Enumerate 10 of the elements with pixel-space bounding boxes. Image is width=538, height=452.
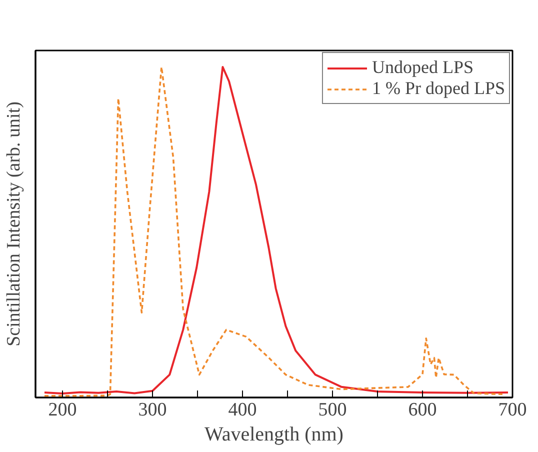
x-tick-label: 400 [228,400,257,420]
x-tick-label: 300 [138,400,167,420]
x-tick-label: 500 [318,400,347,420]
y-axis-title: Scintillation Intensity (arb. unit) [4,102,24,346]
x-tick-label: 700 [498,400,527,420]
legend-label: 1 % Pr doped LPS [372,78,505,99]
legend-label: Undoped LPS [372,57,474,78]
x-axis-title: Wavelength (nm) [204,424,344,446]
x-tick-label: 600 [408,400,437,420]
x-tick-label: 200 [48,400,77,420]
